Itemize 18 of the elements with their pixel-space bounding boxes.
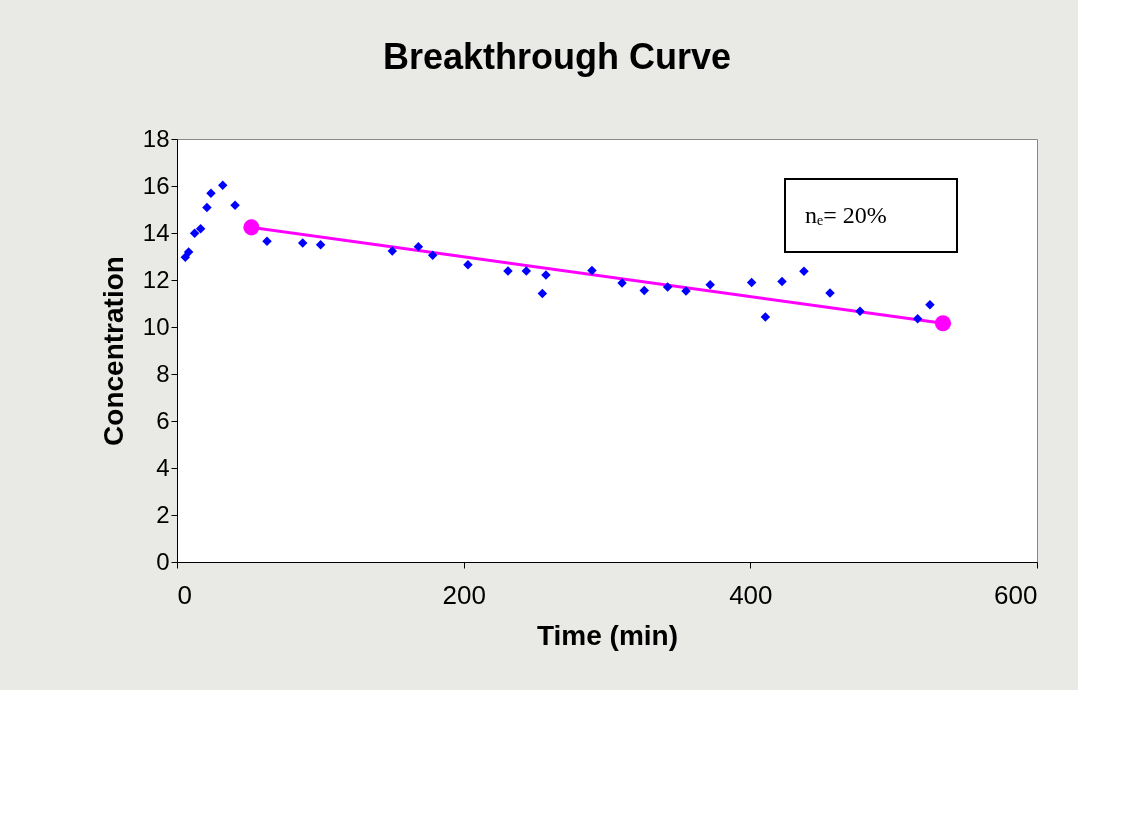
y-tick-label: 4 <box>156 453 170 481</box>
x-tick-label: 600 <box>994 579 1038 610</box>
y-tick-label: 10 <box>142 312 170 340</box>
y-axis-title: Concentration <box>97 256 129 446</box>
x-tick-label: 0 <box>177 579 192 610</box>
y-tick-label: 2 <box>156 500 170 528</box>
y-tick-label: 18 <box>142 124 170 152</box>
x-tick-label: 200 <box>442 579 486 610</box>
x-tick-label: 400 <box>729 579 773 610</box>
y-tick-label: 12 <box>142 265 170 293</box>
y-tick-label: 6 <box>156 406 170 434</box>
x-axis-title: Time (min) <box>536 619 679 651</box>
chart-title: Breakthrough Curve <box>382 36 732 77</box>
annotation: nₑ= 20% <box>805 202 887 228</box>
y-tick-label: 16 <box>142 171 170 199</box>
y-tick-label: 0 <box>156 547 170 575</box>
y-tick-label: 14 <box>142 218 170 246</box>
y-tick-label: 8 <box>156 359 170 387</box>
